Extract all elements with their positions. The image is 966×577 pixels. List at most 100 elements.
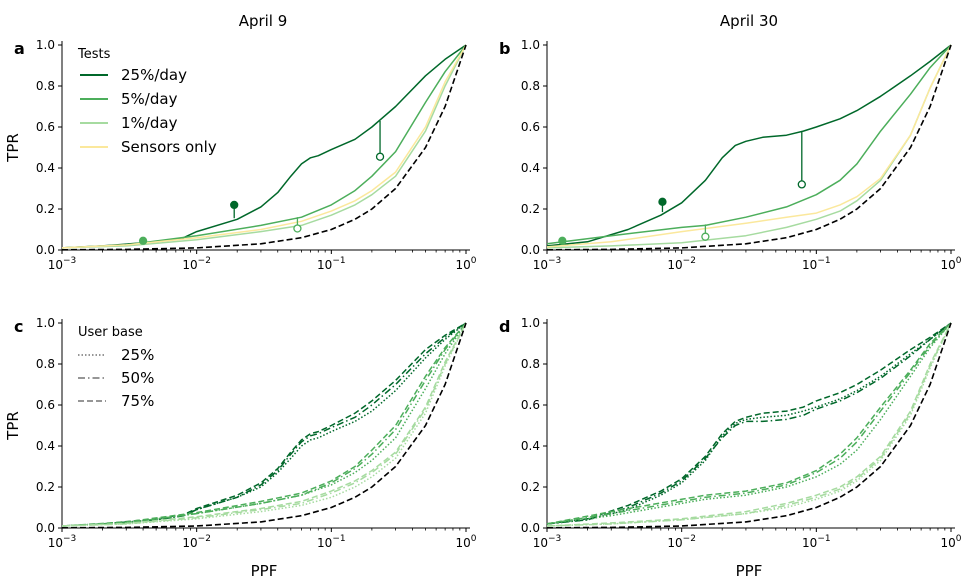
operating-point-marker	[797, 180, 806, 189]
panels: 0.00.20.40.60.81.010−3 10−2 10−1 100TPRa0.0…	[4, 38, 962, 577]
series-line-5pct-solid	[546, 44, 952, 245]
x-tick-label: 10−3	[533, 256, 562, 272]
y-tick-label: 0.0	[36, 243, 55, 257]
panel-d: 0.0 0.2 0.4 0.6 0.8 1.0 10−3 10−2 10−1 100 PPF d	[499, 316, 962, 577]
panel-letter: d	[499, 317, 510, 336]
y-tick-label: 1.0	[521, 316, 540, 330]
series-line-baseline-dashed	[546, 44, 952, 251]
series-line-1pct-dashdot	[61, 322, 467, 527]
x-tick-label: 100	[940, 256, 961, 272]
series-line-5pct-dashdot	[546, 322, 952, 525]
series-line-1pct-solid	[546, 44, 952, 249]
series-line-1pct-solid	[61, 44, 467, 249]
operating-point-marker	[558, 236, 567, 245]
legend-entry-label: 75%	[121, 392, 154, 410]
y-tick-label: 0.6	[36, 398, 55, 412]
y-tick-label: 0.4	[36, 161, 55, 175]
operating-point-marker	[658, 197, 667, 206]
legend-entry-label: Sensors only	[121, 138, 217, 156]
x-tick-label: 10−3	[533, 534, 562, 550]
series-line-25pct-dotted	[61, 322, 467, 527]
series-line-5pct-solid	[61, 44, 467, 249]
operating-point-marker	[138, 236, 148, 245]
y-tick-label: 0.2	[521, 480, 540, 494]
series-line-25pct-solid	[546, 44, 952, 247]
series-line-5pct-dashed	[61, 322, 467, 527]
y-tick-label: 0.8	[521, 357, 540, 371]
series-line-1pct-dashdot	[546, 322, 952, 527]
legend-title: Tests	[77, 47, 111, 62]
legend-entry-label: 50%	[121, 369, 154, 387]
series-line-baseline-dashed	[61, 322, 467, 529]
panel-b: 0.0 0.2 0.4 0.6 0.8 1.0 10−3 10−2 10−1 100 b	[499, 38, 962, 272]
panel-a: 0.0 0.2 0.4 0.6 0.8 1.0 10−3 10−2 10−1 100 TPR a	[4, 38, 477, 272]
y-axis-title: TPR	[4, 133, 22, 163]
series-line-5pct-dotted	[546, 322, 952, 525]
panel-letter: b	[499, 39, 510, 58]
x-tick-label: 10−2	[182, 256, 211, 272]
y-tick-label: 0.6	[521, 120, 540, 134]
y-tick-label: 0.2	[36, 480, 55, 494]
panel-c: 0.0 0.2 0.4 0.6 0.8 1.0 10−3 10−2 10−1 100 TPR PPF c	[4, 316, 477, 577]
series-line-1pct-dotted	[61, 322, 467, 527]
y-tick-label: 0.0	[36, 521, 55, 535]
series-line-25pct-dashdot	[546, 322, 952, 525]
series-line-1pct-dashed	[546, 322, 952, 527]
operating-point-marker	[293, 224, 302, 233]
y-tick-label: 0.0	[521, 243, 540, 257]
legend-title: User base	[78, 325, 143, 340]
x-tick-label: 10−1	[802, 534, 831, 550]
series-line-baseline-dashed	[61, 44, 467, 251]
y-tick-label: 0.8	[36, 79, 55, 93]
y-tick-label: 0.4	[521, 161, 540, 175]
x-tick-label: 10−1	[802, 256, 831, 272]
series-line-1pct-dotted	[546, 322, 952, 527]
y-tick-label: 1.0	[36, 316, 55, 330]
y-axis-title: TPR	[4, 411, 22, 441]
series-line-25pct-dashed	[546, 322, 952, 525]
x-tick-label: 10−2	[667, 534, 696, 550]
y-tick-label: 0.4	[36, 439, 55, 453]
x-axis-title: PPF	[736, 562, 763, 577]
series-line-baseline-dashed	[546, 322, 952, 529]
x-tick-label: 10−1	[317, 534, 346, 550]
y-tick-label: 0.6	[36, 120, 55, 134]
panel-letter: c	[14, 317, 23, 336]
series-line-sensors-solid	[546, 44, 952, 248]
x-tick-label: 100	[455, 534, 476, 550]
legend-entry-label: 25%/day	[121, 66, 187, 84]
column-title-left: April 9	[239, 12, 288, 30]
operating-point-marker	[230, 200, 239, 210]
operating-point-marker	[375, 152, 385, 161]
y-tick-label: 1.0	[36, 38, 55, 52]
x-axis-title: PPF	[251, 562, 278, 577]
legend-entry-label: 5%/day	[121, 90, 178, 108]
series-line-5pct-dotted	[61, 322, 467, 527]
y-tick-label: 0.8	[521, 79, 540, 93]
x-tick-label: 10−1	[317, 256, 346, 272]
series-line-5pct-dashdot	[61, 322, 467, 527]
operating-point-marker	[701, 232, 710, 241]
series-line-1pct-dashed	[61, 322, 467, 527]
x-tick-label: 10−3	[48, 534, 77, 550]
legend-user-base: User base 25% 50% 75%	[78, 325, 154, 410]
panel-letter: a	[14, 39, 25, 58]
x-tick-label: 10−2	[667, 256, 696, 272]
x-tick-label: 100	[940, 534, 961, 550]
y-tick-label: 0.8	[36, 357, 55, 371]
y-tick-label: 1.0	[521, 38, 540, 52]
legend-tests: Tests 25%/day 5%/day 1%/day Sensors only	[77, 47, 217, 156]
y-tick-label: 0.2	[36, 202, 55, 216]
y-tick-label: 0.0	[521, 521, 540, 535]
x-tick-label: 10−3	[48, 256, 77, 272]
series-line-sensors-solid	[61, 44, 467, 249]
column-title-right: April 30	[720, 12, 778, 30]
x-tick-label: 10−2	[182, 534, 211, 550]
y-tick-label: 0.4	[521, 439, 540, 453]
legend-entry-label: 1%/day	[121, 114, 178, 132]
y-tick-label: 0.2	[521, 202, 540, 216]
legend-entry-label: 25%	[121, 346, 154, 364]
series-line-25pct-dotted	[546, 322, 952, 525]
x-tick-label: 100	[455, 256, 476, 272]
